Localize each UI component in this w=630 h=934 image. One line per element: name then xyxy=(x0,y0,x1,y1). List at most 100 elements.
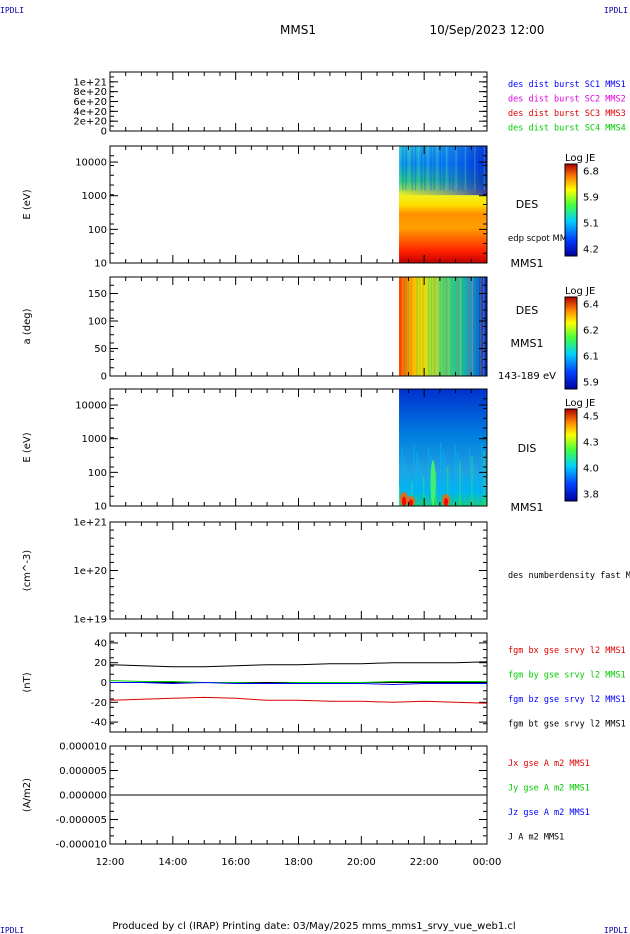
des-energy-streak xyxy=(467,146,470,191)
des-energy-streak xyxy=(455,146,457,191)
dis-energy-streak xyxy=(471,456,473,506)
dis-energy-streak xyxy=(401,449,403,506)
dis-energy-streak xyxy=(478,480,480,506)
des-pa-streak xyxy=(462,277,465,376)
dis-energy-streak xyxy=(399,486,401,506)
dis-energy-streak xyxy=(452,482,454,506)
des-energy-streak xyxy=(424,146,426,191)
dis-energy-streak xyxy=(418,460,420,506)
y-tick-label: -20 xyxy=(91,698,107,709)
dis-energy-streak xyxy=(473,464,475,506)
panel-1 xyxy=(109,71,488,132)
des-energy-high-band xyxy=(399,146,487,196)
colorbar xyxy=(564,296,578,390)
des-energy-streak xyxy=(430,146,432,191)
des-pa-streak xyxy=(428,277,430,376)
y-axis-label: (A/m2) xyxy=(22,778,33,812)
y-tick-label: 1e+21 xyxy=(73,518,107,529)
x-tick-label: 18:00 xyxy=(284,857,313,868)
y-tick-label: -0.000005 xyxy=(56,815,107,826)
legend-entry: J A m2 MMS1 xyxy=(508,833,564,843)
dis-energy-streak xyxy=(425,484,427,506)
des-pa-streak xyxy=(480,277,482,376)
legend-entry: fgm bz gse srvy l2 MMS1 xyxy=(508,695,626,705)
des-energy-streak xyxy=(461,146,464,191)
spectrogram-side-label: MMS1 xyxy=(511,257,544,270)
legend-entry: des dist burst SC2 MMS2 xyxy=(508,95,626,105)
dis-energy-streak xyxy=(403,457,406,506)
dis-energy-streak xyxy=(420,468,422,506)
des-energy-streak xyxy=(402,146,404,191)
des-pa-streak xyxy=(471,277,473,376)
des-energy-streak xyxy=(408,146,410,191)
y-tick-label: 50 xyxy=(94,344,107,355)
des-energy-streak xyxy=(439,146,442,191)
dis-energy-streak xyxy=(442,450,444,506)
x-tick-label: 12:00 xyxy=(96,857,125,868)
y-axis-label: (nT) xyxy=(22,672,33,692)
des-energy-streak xyxy=(471,146,473,191)
des-energy-streak xyxy=(433,146,435,191)
des-energy-streak xyxy=(427,146,429,191)
des-pitch-angle-spectrogram xyxy=(399,277,487,376)
spectrogram-side-label: MMS1 xyxy=(511,501,544,514)
y-tick-label: 0 xyxy=(101,372,107,383)
legend-entry: des dist burst SC3 MMS3 xyxy=(508,109,626,119)
des-pa-streak xyxy=(465,277,468,376)
dis-energy-streak xyxy=(464,477,466,506)
des-pa-streak xyxy=(404,277,407,376)
series-line-0000ff xyxy=(110,681,487,686)
spectrogram-side-label: edp scpot MMS1 xyxy=(508,234,578,244)
des-pa-streak xyxy=(410,277,412,376)
des-energy-streak xyxy=(477,146,479,191)
colorbar xyxy=(564,408,578,502)
y-tick-label: 0 xyxy=(101,127,107,138)
legend-entry: fgm bt gse srvy l2 MMS1 xyxy=(508,720,626,730)
y-tick-label: 2e+20 xyxy=(73,117,107,128)
x-tick-label: 00:00 xyxy=(473,857,502,868)
x-tick-label: 14:00 xyxy=(158,857,187,868)
spectrogram-side-label: 143-189 eV xyxy=(498,371,556,382)
corner-label-tr: IPDLI xyxy=(604,6,628,15)
colorbar-tick-label: 6.4 xyxy=(583,300,599,311)
colorbar xyxy=(564,163,578,257)
des-pa-streak xyxy=(436,277,439,376)
x-tick-label: 20:00 xyxy=(347,857,376,868)
colorbar-tick-label: 4.5 xyxy=(583,412,599,423)
legend-entry: fgm by gse srvy l2 MMS1 xyxy=(508,671,626,681)
panel-4 xyxy=(109,388,488,507)
dis-energy-streak xyxy=(456,453,459,506)
y-tick-label: 100 xyxy=(88,225,107,236)
des-pa-streak xyxy=(459,277,462,376)
des-energy-streak xyxy=(420,146,423,191)
des-energy-streak xyxy=(483,146,485,191)
des-pa-streak xyxy=(477,277,479,376)
colorbar-tick-label: 5.9 xyxy=(583,193,599,204)
des-pa-streak xyxy=(457,277,459,376)
series-line-e00000 xyxy=(109,696,488,704)
dis-energy-streak xyxy=(437,479,439,506)
panel-frame xyxy=(109,521,488,620)
dis-energy-streak xyxy=(447,466,449,506)
dis-energy-streak xyxy=(476,472,478,506)
colorbar-tick-label: 6.1 xyxy=(583,352,599,363)
des-pa-streak xyxy=(425,277,427,376)
colorbar-tick-label: 4.2 xyxy=(583,245,599,256)
y-axis-label: E (eV) xyxy=(22,189,33,219)
des-energy-streak xyxy=(436,146,438,191)
des-pa-streak xyxy=(399,277,401,376)
colorbar-tick-label: 4.0 xyxy=(583,464,599,475)
legend-entry: fgm bx gse srvy l2 MMS1 xyxy=(508,646,626,656)
des-pa-streak xyxy=(445,277,447,376)
des-pa-streak xyxy=(448,277,450,376)
plot-footer: Produced by cl (IRAP) Printing date: 03/… xyxy=(112,921,515,932)
colorbar-title: Log JE xyxy=(565,153,595,164)
legend-entry: des dist burst SC1 MMS1 xyxy=(508,80,626,90)
y-tick-label: 1e+21 xyxy=(73,77,107,88)
series-line-00cc00 xyxy=(109,680,487,685)
y-tick-label: 4e+20 xyxy=(73,107,107,118)
corner-label-bl: IPDLI xyxy=(0,926,24,934)
dis-energy-streak xyxy=(413,444,415,506)
des-pa-streak xyxy=(419,277,421,376)
des-energy-streak xyxy=(405,146,407,191)
